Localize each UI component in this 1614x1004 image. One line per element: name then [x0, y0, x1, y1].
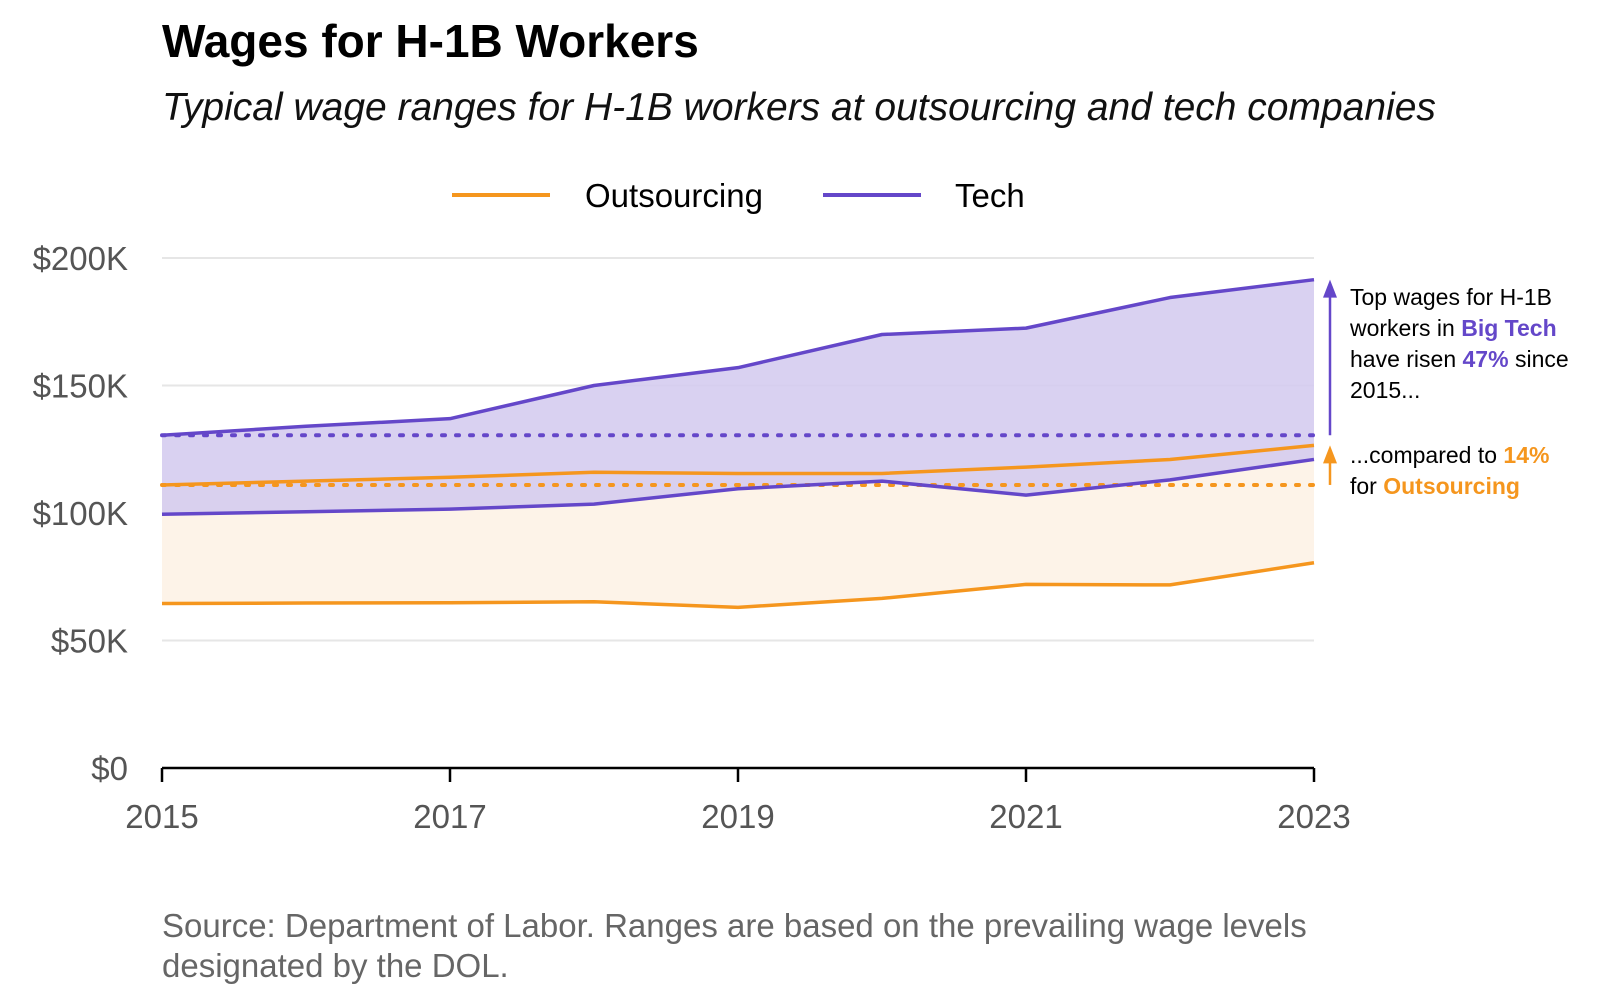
- line-outsourcing-lower: [161, 560, 1315, 610]
- y-tick-label: $100K: [33, 495, 128, 532]
- outsourcing-percent-highlight: 14%: [1503, 442, 1550, 468]
- axes: $0 $50K $100K $150K $200K 2015 2017 2019 2021 202…: [33, 240, 1351, 835]
- annotation-tech-line4: 2015...: [1350, 377, 1421, 403]
- line-outsourcing-upper: [161, 443, 1315, 487]
- annotation-tech-line3: have risen 47% since: [1350, 346, 1569, 372]
- annotation-tech-line2: workers in Big Tech: [1350, 315, 1557, 341]
- x-tick-label: 2021: [989, 798, 1062, 835]
- area-tech: [162, 279, 1314, 515]
- annotation-tech-line1: Top wages for H-1B: [1350, 284, 1552, 310]
- x-tick-label: 2017: [413, 798, 486, 835]
- chart-title: Wages for H-1B Workers: [162, 15, 699, 67]
- y-tick-label: $150K: [33, 368, 128, 405]
- legend-label-outsourcing: Outsourcing: [585, 177, 763, 214]
- arrow-outsourcing-head: [1323, 445, 1337, 464]
- annotation-outsourcing-line1: ...compared to 14%: [1350, 442, 1550, 468]
- y-tick-label: $50K: [51, 623, 128, 660]
- series-lines: [161, 277, 1315, 610]
- line-tech-upper: [161, 277, 1315, 437]
- legend-label-tech: Tech: [955, 177, 1025, 214]
- line-tech-lower: [161, 457, 1315, 517]
- y-tick-label: $0: [91, 750, 128, 787]
- x-tick-label: 2015: [125, 798, 198, 835]
- outsourcing-highlight: Outsourcing: [1383, 473, 1520, 499]
- annotation-outsourcing-line2: for Outsourcing: [1350, 473, 1520, 499]
- legend: Outsourcing Tech: [452, 177, 1025, 214]
- arrow-tech-head: [1323, 279, 1337, 298]
- reference-lines: [160, 433, 1316, 487]
- source-note: Source: Department of Labor. Ranges are …: [162, 907, 1307, 984]
- wage-range-areas: [162, 279, 1314, 608]
- x-tick-label: 2023: [1277, 798, 1350, 835]
- y-tick-label: $200K: [33, 240, 128, 277]
- annotation-outsourcing: ...compared to 14% for Outsourcing: [1350, 440, 1549, 502]
- big-tech-highlight: Big Tech: [1461, 315, 1557, 341]
- annotation-tech: Top wages for H-1B workers in Big Tech h…: [1350, 282, 1569, 406]
- chart-subtitle: Typical wage ranges for H-1B workers at …: [162, 86, 1436, 129]
- tech-percent-highlight: 47%: [1462, 346, 1509, 372]
- x-tick-label: 2019: [701, 798, 774, 835]
- annotation-arrows: [1323, 279, 1337, 485]
